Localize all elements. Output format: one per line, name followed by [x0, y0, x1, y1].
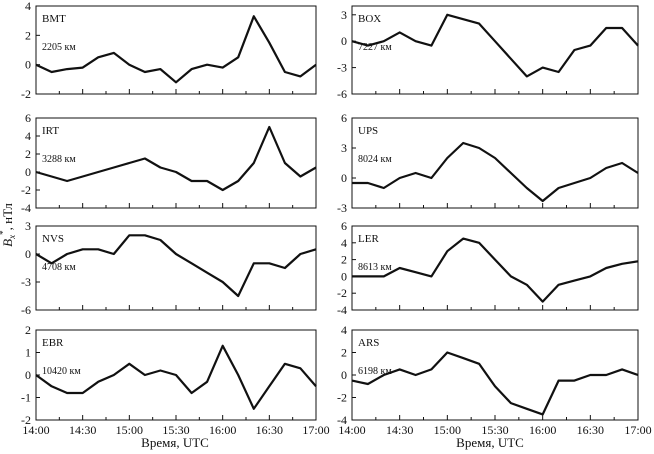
series-line-box — [351, 13, 639, 78]
y-tick-label: 6 — [341, 111, 347, 125]
series-line-ars — [351, 351, 639, 416]
y-tick-label: -6 — [337, 87, 347, 101]
y-tick-label: 0 — [25, 58, 31, 72]
y-tick-label: 3 — [341, 141, 347, 155]
station-label: IRT — [42, 125, 59, 137]
panel-irt: -4 -2 0 2 4 6 IRT 3288 км — [21, 111, 317, 215]
panel-box: -6 -3 0 3 BOX 7227 км — [337, 5, 639, 101]
y-axis-title: Bx*, нТл — [0, 203, 17, 247]
station-label: LER — [358, 233, 379, 245]
y-tick-label: 0 — [341, 34, 347, 48]
x-tick-label: 15:30 — [481, 423, 508, 437]
y-tick-label: 6 — [341, 219, 347, 233]
y-tick-label: -1 — [21, 391, 31, 405]
y-tick-label: 6 — [25, 111, 31, 125]
y-tick-label: -4 — [337, 303, 347, 317]
y-tick-label: 2 — [341, 346, 347, 360]
x-tick-label: 14:00 — [338, 423, 365, 437]
x-tick-label: 14:30 — [69, 423, 96, 437]
y-tick-label: 0 — [341, 269, 347, 283]
x-tick-label: 16:00 — [209, 423, 236, 437]
x-tick-label: 17:00 — [624, 423, 651, 437]
y-tick-label: 0 — [341, 368, 347, 382]
panel-frame — [351, 117, 639, 209]
y-tick-label: -4 — [337, 413, 347, 427]
distance-label: 2205 км — [42, 42, 76, 53]
x-tick-label: 17:00 — [302, 423, 329, 437]
x-tick-label: 16:30 — [577, 423, 604, 437]
panel-ars: -4 -2 0 2 4 14:00 14:30 15:00 15:30 16:00 16:30 17:… — [337, 323, 652, 437]
x-tick-label: 16:30 — [256, 423, 283, 437]
y-tick-label: -2 — [21, 87, 31, 101]
y-tick-label: 3 — [25, 219, 31, 233]
panel-ler: -4 -2 0 2 4 6 LER 8613 км — [337, 219, 639, 317]
y-tick-label: 0 — [25, 165, 31, 179]
distance-label: 10420 км — [42, 366, 81, 377]
y-axis-title-unit: , нТл — [0, 203, 15, 231]
y-tick-label: 4 — [25, 129, 31, 143]
y-axis-title-main: B — [0, 239, 15, 247]
y-axis-title-sub: x — [7, 235, 17, 240]
x-tick-label: 15:00 — [116, 423, 143, 437]
distance-label: 6198 км — [358, 366, 392, 377]
station-label: NVS — [42, 233, 64, 245]
y-tick-label: 0 — [25, 368, 31, 382]
y-tick-label: 2 — [341, 253, 347, 267]
y-tick-label: 4 — [341, 323, 347, 337]
panel-bmt: -2 0 2 4 BMT 2205 км — [21, 0, 317, 101]
panel-ebr: -2 -1 0 1 2 14:00 14:30 15:00 15:30 16:00 16:30 17:… — [21, 323, 330, 437]
y-tick-label: 2 — [25, 28, 31, 42]
x-axis-title-left: Время, UTC — [141, 435, 209, 450]
distance-label: 7227 км — [358, 42, 392, 53]
y-tick-label: 0 — [341, 171, 347, 185]
station-label: UPS — [358, 125, 378, 137]
x-tick-label: 15:30 — [162, 423, 189, 437]
y-tick-label: -3 — [21, 275, 31, 289]
y-tick-label: -4 — [21, 201, 31, 215]
y-tick-label: -3 — [337, 201, 347, 215]
x-tick-label: 14:00 — [22, 423, 49, 437]
y-tick-label: 4 — [25, 0, 31, 13]
distance-label: 4708 км — [42, 262, 76, 273]
x-axis-title-right: Время, UTC — [456, 435, 524, 450]
series-line-nvs — [35, 234, 317, 298]
station-label: BOX — [358, 13, 381, 25]
y-tick-label: 4 — [341, 236, 347, 250]
y-tick-label: 1 — [25, 346, 31, 360]
panel-ups: -3 0 3 6 UPS 8024 км — [337, 111, 639, 215]
station-label: EBR — [42, 337, 64, 349]
y-tick-label: 3 — [341, 8, 347, 22]
x-tick-label: 15:00 — [434, 423, 461, 437]
series-line-ups — [352, 141, 639, 203]
y-tick-label: 0 — [25, 247, 31, 261]
distance-label: 8613 км — [358, 262, 392, 273]
panel-frame — [35, 117, 317, 209]
y-tick-label: -3 — [337, 61, 347, 75]
y-axis-title-sup: * — [0, 230, 8, 235]
x-tick-label: 16:00 — [529, 423, 556, 437]
series-line-bmt — [35, 15, 317, 84]
series-line-irt — [35, 125, 317, 192]
y-tick-label: -6 — [21, 303, 31, 317]
panel-frame — [351, 5, 639, 95]
panel-frame — [351, 225, 639, 311]
panel-frame — [35, 225, 317, 311]
series-line-ebr — [35, 344, 317, 410]
distance-label: 8024 км — [358, 154, 392, 165]
series-line-ler — [352, 237, 639, 303]
y-tick-label: 2 — [25, 147, 31, 161]
y-tick-label: -2 — [337, 391, 347, 405]
y-tick-label: -2 — [21, 183, 31, 197]
y-tick-label: 2 — [25, 323, 31, 337]
y-tick-label: -2 — [337, 286, 347, 300]
x-tick-label: 14:30 — [386, 423, 413, 437]
station-label: ARS — [358, 337, 379, 349]
distance-label: 3288 км — [42, 154, 76, 165]
station-label: BMT — [42, 13, 66, 25]
panel-nvs: -6 -3 0 3 NVS 4708 км — [21, 219, 317, 317]
y-tick-label: -2 — [21, 413, 31, 427]
